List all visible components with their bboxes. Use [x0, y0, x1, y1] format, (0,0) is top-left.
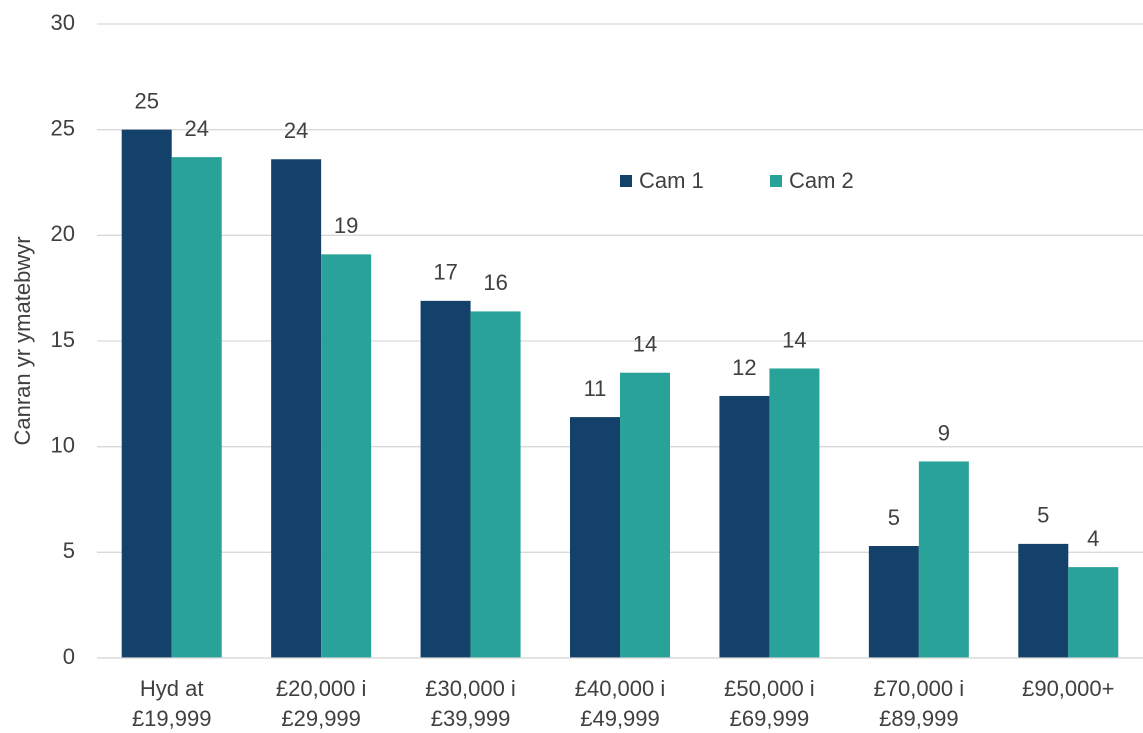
bar	[1068, 567, 1119, 658]
x-tick-label-line: £20,000 i	[276, 676, 367, 701]
y-tick-label: 15	[51, 327, 75, 352]
x-tick-label: £50,000 i £69,999	[724, 676, 815, 731]
bar	[321, 254, 372, 658]
data-label: 5	[1037, 503, 1049, 528]
bar	[570, 417, 620, 658]
data-label: 9	[938, 420, 950, 445]
bar	[719, 395, 770, 658]
y-tick-label: 25	[51, 115, 75, 140]
x-tick-label-line: £89,999	[879, 706, 959, 731]
y-tick-label: 0	[63, 644, 75, 669]
x-tick-label-line: £90,000+	[1022, 676, 1114, 701]
y-tick-label: 20	[51, 221, 75, 246]
bar	[420, 300, 471, 658]
y-axis-label: Canran yr ymatebwyr	[10, 236, 35, 445]
bar	[620, 372, 670, 658]
x-tick-label: Hyd at £19,999	[132, 676, 212, 731]
x-tick-label-line: £49,999	[580, 706, 660, 731]
x-tick-label-line: £39,999	[431, 706, 511, 731]
bar	[271, 159, 322, 658]
legend-label: Cam 1	[639, 168, 704, 193]
data-label: 17	[433, 260, 457, 285]
x-tick-label-line: £50,000 i	[724, 676, 815, 701]
x-tick-label-line: £29,999	[281, 706, 361, 731]
x-tick-label: £70,000 i £89,999	[874, 676, 965, 731]
data-label: 25	[134, 88, 158, 113]
y-tick-label: 30	[51, 10, 75, 35]
bar	[868, 545, 919, 658]
x-tick-label: £30,000 i £39,999	[425, 676, 516, 731]
x-tick-label: £20,000 i £29,999	[276, 676, 367, 731]
data-label: 24	[284, 118, 308, 143]
data-label: 19	[334, 213, 358, 238]
legend-swatch	[620, 175, 632, 187]
legend-label: Cam 2	[789, 168, 854, 193]
data-label: 12	[732, 355, 756, 380]
x-tick-label-line: Hyd at	[140, 676, 204, 701]
bar	[121, 129, 172, 658]
data-label: 5	[888, 505, 900, 530]
bar	[470, 311, 521, 658]
bar	[1018, 543, 1069, 658]
data-label: 16	[483, 270, 507, 295]
data-label: 4	[1087, 526, 1099, 551]
x-tick-label-line: £30,000 i	[425, 676, 516, 701]
x-tick-label-line: £69,999	[730, 706, 810, 731]
x-tick-label: £90,000+	[1022, 676, 1114, 701]
bar	[918, 461, 969, 658]
legend-swatch	[770, 175, 782, 187]
data-label: 14	[782, 327, 806, 352]
x-tick-label-line: £19,999	[132, 706, 212, 731]
y-tick-label: 10	[51, 432, 75, 457]
x-tick-label: £40,000 i £49,999	[575, 676, 666, 731]
data-label: 11	[584, 376, 607, 401]
bar	[171, 157, 222, 658]
data-label: 14	[633, 332, 657, 357]
x-tick-label-line: £40,000 i	[575, 676, 666, 701]
x-tick-label-line: £70,000 i	[874, 676, 965, 701]
data-label: 24	[184, 116, 208, 141]
y-tick-label: 5	[63, 538, 75, 563]
bar	[769, 368, 820, 658]
